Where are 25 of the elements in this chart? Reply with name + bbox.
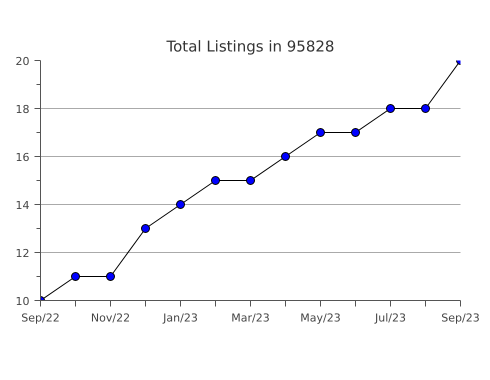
x-tick-label: Jul/23: [374, 312, 406, 324]
x-tick-label: Sep/23: [441, 312, 480, 324]
point: [246, 176, 255, 185]
point: [421, 104, 430, 113]
x-tick-label: Nov/22: [90, 312, 130, 324]
y-tick-label: 18: [16, 103, 30, 116]
y-tick-label: 14: [16, 199, 30, 212]
point: [71, 272, 80, 281]
x-tick-label: Sep/22: [21, 312, 60, 324]
point: [141, 224, 150, 233]
x-tick-label: Jan/23: [162, 312, 198, 324]
point: [106, 272, 115, 281]
point: [211, 176, 220, 185]
point: [281, 152, 290, 161]
y-tick-label: 12: [16, 247, 30, 260]
y-tick-label: 20: [16, 55, 30, 68]
y-tick-label: 10: [16, 295, 30, 308]
point: [386, 104, 395, 113]
point: [351, 128, 360, 137]
point: [316, 128, 325, 137]
point: [176, 200, 185, 209]
chart-title: Total Listings in 95828: [166, 38, 334, 56]
y-tick-label: 16: [16, 151, 30, 164]
x-tick-label: Mar/23: [231, 312, 270, 324]
x-tick-label: May/23: [300, 312, 341, 324]
